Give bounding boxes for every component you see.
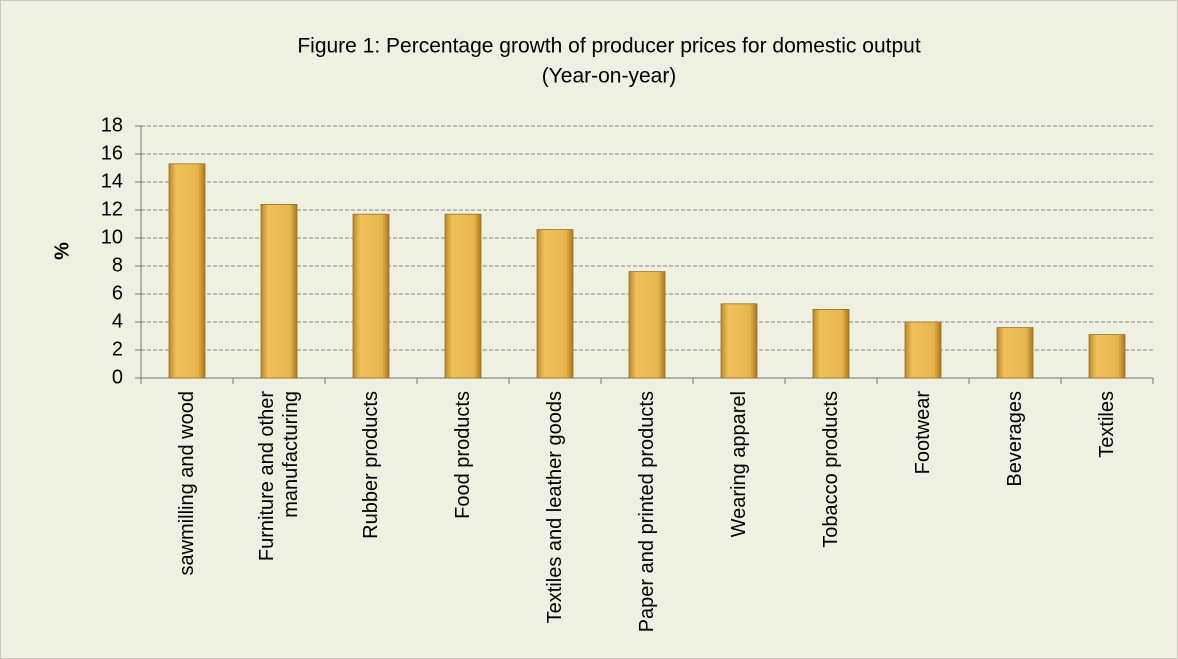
y-tick-label: 6 (112, 282, 123, 304)
y-tick-label: 10 (101, 226, 123, 248)
x-tick-label: Food products (452, 391, 474, 519)
y-axis-label: % (51, 242, 73, 260)
bar (904, 321, 942, 379)
bar (536, 229, 574, 379)
bar (1088, 334, 1126, 379)
y-tick-label: 14 (101, 170, 123, 192)
x-tick-label: Textiles (1096, 391, 1118, 458)
x-tick-label: Rubber products (360, 391, 382, 539)
x-tick-label: Paper and printed products (636, 391, 658, 633)
y-tick-label: 18 (101, 114, 123, 136)
x-tick-label: Wearing apparel (728, 391, 750, 538)
chart-subtitle: (Year-on-year) (542, 65, 677, 88)
chart-title: Figure 1: Percentage growth of producer … (297, 35, 920, 58)
x-tick-label: Footwear (912, 391, 934, 475)
bar (720, 303, 758, 379)
y-tick-label: 0 (112, 366, 123, 388)
x-tick-label: Tobacco products (820, 391, 842, 548)
y-tick-label: 2 (112, 338, 123, 360)
bar (628, 271, 666, 379)
y-tick-label: 8 (112, 254, 123, 276)
bar (444, 213, 482, 379)
x-tick-label: Beverages (1004, 391, 1026, 487)
y-tick-label: 12 (101, 198, 123, 220)
x-tick-label: sawmilling and wood (176, 391, 198, 576)
y-tick-label: 16 (101, 142, 123, 164)
x-tick-label: Textiles and leather goods (544, 391, 566, 624)
bar (352, 213, 390, 379)
x-tick-label: Furniture and other manufacturing (256, 391, 302, 562)
y-tick-label: 4 (112, 310, 123, 332)
bar (812, 308, 850, 379)
bar (260, 203, 298, 379)
bar (168, 163, 206, 379)
bar (996, 327, 1034, 379)
